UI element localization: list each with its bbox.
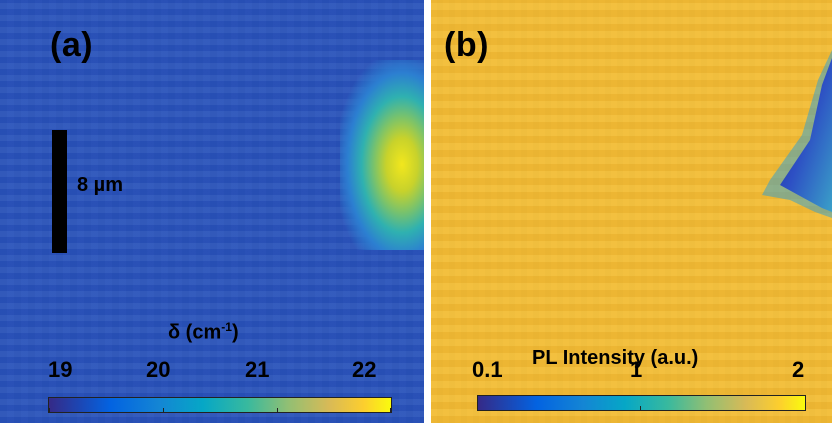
colorbar-a-title-end: ) (231, 321, 239, 344)
scale-bar (52, 130, 67, 253)
panel-a-label: (a) (50, 26, 94, 64)
colorbar-a-tick: 22 (352, 357, 377, 382)
dark-streak-region (762, 50, 832, 218)
colorbar-a-title-main: δ (cm (168, 321, 222, 344)
colorbar-tick-mark (640, 406, 641, 410)
colorbar-b-tick: 2 (792, 357, 805, 382)
pl-intensity-map (431, 0, 832, 423)
colorbar-tick-mark (49, 408, 50, 412)
colorbar-tick-mark (390, 408, 391, 412)
colorbar-tick-mark (163, 408, 164, 412)
colorbar-b-tick: 0.1 (472, 357, 503, 382)
map-noise-texture (431, 0, 832, 423)
colorbar-a-title: δ (cm-1) (168, 320, 239, 345)
colorbar-b-title: PL Intensity (a.u.) (532, 347, 699, 369)
colorbar-b-tick: 1 (630, 357, 643, 382)
hotspot-region (340, 60, 424, 250)
colorbar-tick-mark (277, 408, 278, 412)
colorbar-a-title-sup: -1 (221, 320, 232, 334)
colorbar-a (48, 397, 392, 413)
scale-bar-label: 8 µm (77, 174, 123, 196)
raman-shift-map (0, 0, 424, 423)
colorbar-a-tick: 21 (245, 357, 270, 382)
colorbar-b (477, 395, 806, 411)
panel-b-label: (b) (444, 26, 489, 64)
colorbar-a-tick: 20 (146, 357, 171, 382)
panel-divider (424, 0, 431, 423)
colorbar-a-tick: 19 (48, 357, 73, 382)
